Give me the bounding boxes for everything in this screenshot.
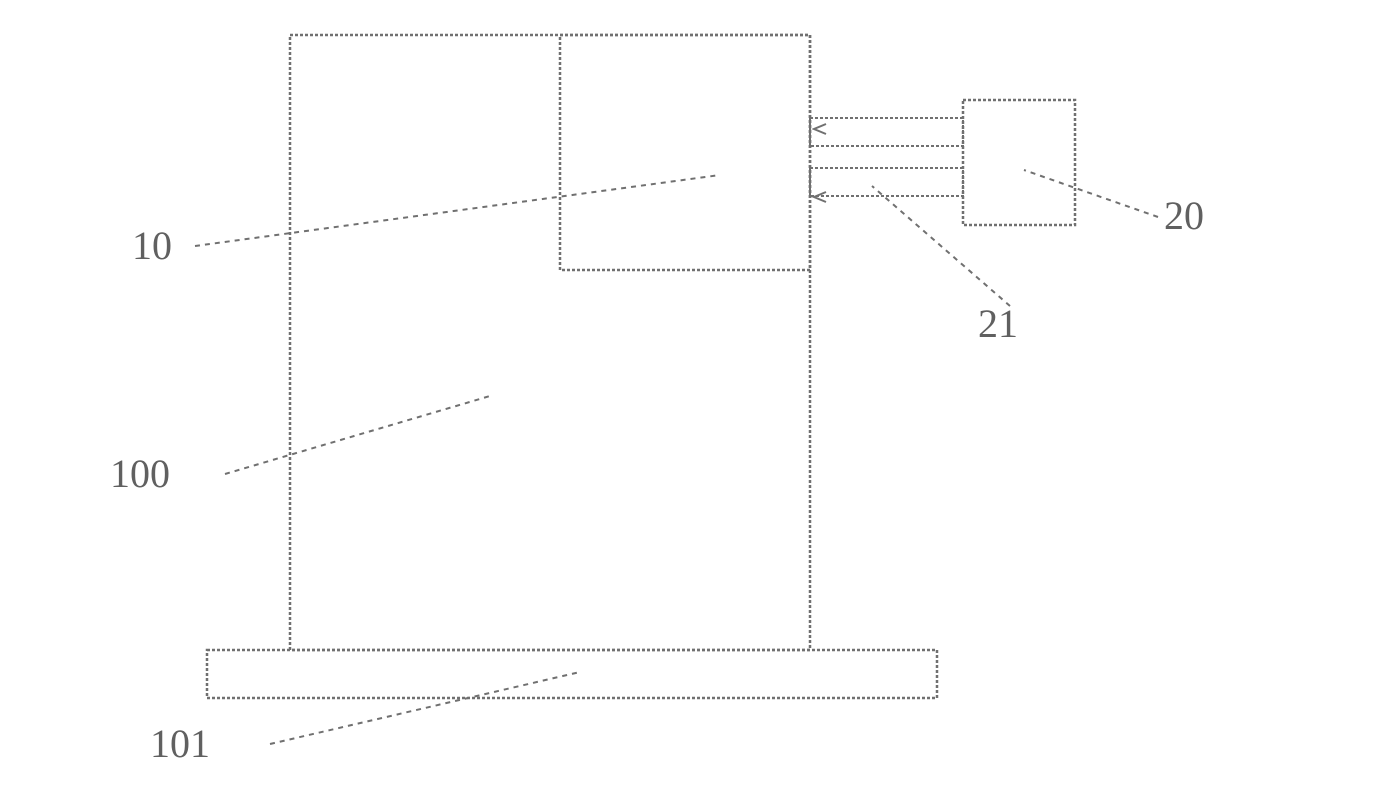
side-block [963, 100, 1075, 225]
label-100: 100 [110, 450, 170, 497]
label-21: 21 [978, 300, 1018, 347]
inner-compartment [560, 35, 810, 270]
callout-line-20 [1024, 170, 1158, 217]
technical-diagram [0, 0, 1400, 800]
connector-lower [810, 168, 963, 196]
callout-line-21 [872, 186, 1010, 306]
callout-line-101 [270, 672, 580, 744]
connector-upper [810, 118, 963, 146]
label-10: 10 [132, 222, 172, 269]
label-101: 101 [150, 720, 210, 767]
callout-line-100 [225, 396, 490, 474]
connector-arrow-lower [814, 192, 826, 202]
label-20: 20 [1164, 192, 1204, 239]
connector-arrow-upper [814, 124, 826, 134]
callout-line-10 [195, 175, 720, 246]
main-body [290, 35, 810, 650]
